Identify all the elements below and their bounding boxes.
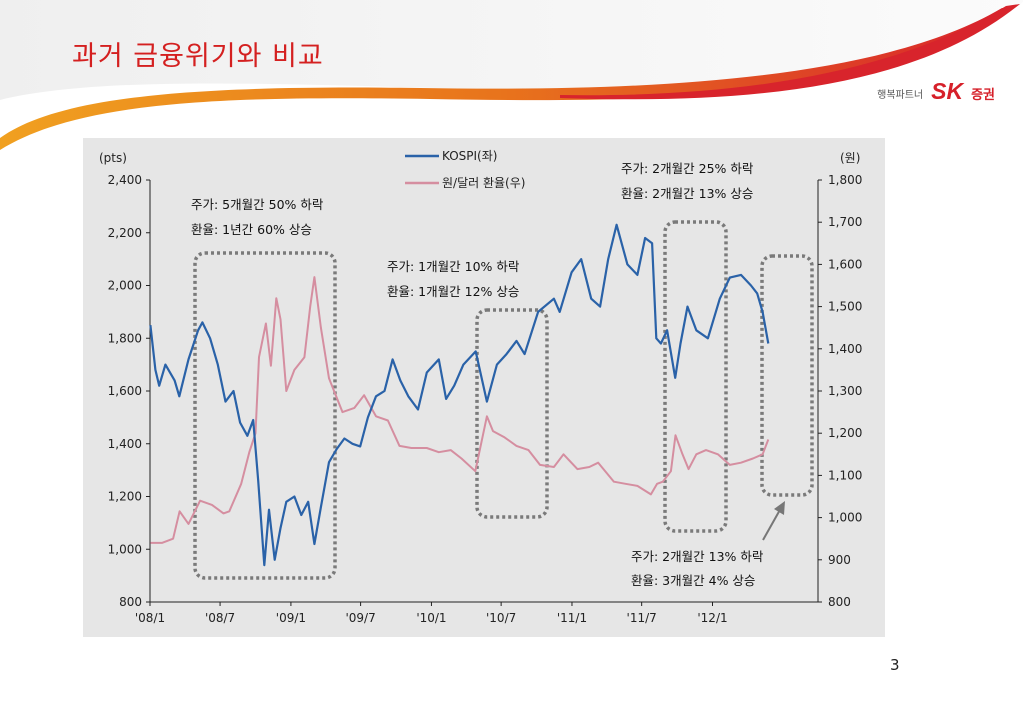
- annotation-2011-line-2: 환율: 2개월간 13% 상승: [621, 186, 753, 201]
- brand-logo: 행복파트너 SK 증권: [877, 78, 995, 105]
- x-tick-label: '11/7: [627, 611, 657, 625]
- right-tick-label: 1,200: [828, 426, 862, 440]
- brand-subtitle: 증권: [971, 88, 995, 103]
- x-tick-label: '11/1: [557, 611, 587, 625]
- left-tick-label: 2,400: [108, 173, 142, 187]
- left-tick-label: 1,600: [108, 384, 142, 398]
- right-axis-label: (원): [840, 151, 860, 165]
- x-tick-label: '08/1: [135, 611, 165, 625]
- x-axis-ticks: '08/1 '08/7 '09/1 '09/7 '10/1 '10/7 '11/1 '11/7…: [135, 602, 728, 625]
- header-swoosh: [0, 0, 1023, 150]
- annotation-2011-line-1: 주가: 2개월간 25% 하락: [621, 161, 754, 176]
- brand-tagline: 행복파트너: [877, 90, 924, 101]
- legend-label-kospi: KOSPI(좌): [442, 149, 497, 163]
- right-tick-label: 1,700: [828, 215, 862, 229]
- right-tick-label: 1,100: [828, 468, 862, 482]
- legend: KOSPI(좌) 원/달러 환율(우): [405, 149, 525, 190]
- right-tick-label: 1,800: [828, 173, 862, 187]
- kospi-fx-chart: 2,400 2,200 2,000 1,800 1,600 1,400 1,200 1,000…: [99, 149, 862, 625]
- annotation-2010-line-1: 주가: 1개월간 10% 하락: [387, 259, 520, 274]
- right-tick-label: 800: [828, 595, 851, 609]
- x-tick-label: '09/1: [276, 611, 306, 625]
- annotation-2011: 주가: 2개월간 25% 하락 환율: 2개월간 13% 상승: [621, 161, 754, 201]
- highlight-box-2010: [475, 308, 549, 519]
- right-tick-label: 1,000: [828, 511, 862, 525]
- annotation-2010-line-2: 환율: 1개월간 12% 상승: [387, 284, 519, 299]
- annotation-2012-line-1: 주가: 2개월간 13% 하락: [631, 549, 764, 564]
- annotation-2008-line-2: 환율: 1년간 60% 상승: [191, 222, 312, 237]
- highlight-box-2012: [760, 254, 814, 497]
- annotation-arrow-head: [774, 501, 785, 515]
- left-tick-label: 1,000: [108, 542, 142, 556]
- left-tick-label: 1,800: [108, 331, 142, 345]
- annotation-2008: 주가: 5개월간 50% 하락 환율: 1년간 60% 상승: [191, 197, 324, 237]
- right-tick-label: 900: [828, 553, 851, 567]
- right-tick-label: 1,500: [828, 300, 862, 314]
- left-tick-label: 2,000: [108, 279, 142, 293]
- x-tick-label: '09/7: [345, 611, 375, 625]
- page-number: 3: [890, 656, 900, 674]
- annotation-2012: 주가: 2개월간 13% 하락 환율: 3개월간 4% 상승: [631, 549, 764, 588]
- right-tick-label: 1,400: [828, 342, 862, 356]
- series-line-fx: [150, 276, 770, 544]
- highlight-box-2008-crisis: [193, 251, 337, 580]
- x-tick-label: '12/1: [697, 611, 727, 625]
- slide-title: 과거 금융위기와 비교: [72, 41, 324, 72]
- right-tick-label: 1,300: [828, 384, 862, 398]
- annotation-arrow: [762, 501, 785, 541]
- left-tick-label: 1,400: [108, 437, 142, 451]
- right-tick-label: 1,600: [828, 257, 862, 271]
- left-tick-label: 800: [119, 595, 142, 609]
- left-axis-ticks: 2,400 2,200 2,000 1,800 1,600 1,400 1,200 1,000…: [108, 173, 150, 609]
- highlight-box-2011: [663, 220, 728, 533]
- x-tick-label: '10/1: [416, 611, 446, 625]
- annotation-2008-line-1: 주가: 5개월간 50% 하락: [191, 197, 324, 212]
- annotation-arrow-shaft: [762, 507, 782, 541]
- highlight-boxes: [193, 220, 814, 580]
- right-axis-ticks: 1,800 1,700 1,600 1,500 1,400 1,300 1,200 1,100…: [818, 173, 862, 609]
- left-tick-label: 2,200: [108, 226, 142, 240]
- series-line-kospi: [149, 223, 770, 567]
- annotation-2012-line-2: 환율: 3개월간 4% 상승: [631, 573, 755, 588]
- left-axis-label: (pts): [99, 151, 127, 165]
- x-tick-label: '08/7: [205, 611, 235, 625]
- left-tick-label: 1,200: [108, 490, 142, 504]
- annotation-2010: 주가: 1개월간 10% 하락 환율: 1개월간 12% 상승: [387, 259, 520, 299]
- brand-sk-logo: SK: [931, 78, 964, 104]
- legend-label-fx: 원/달러 환율(우): [442, 176, 525, 190]
- x-tick-label: '10/7: [486, 611, 516, 625]
